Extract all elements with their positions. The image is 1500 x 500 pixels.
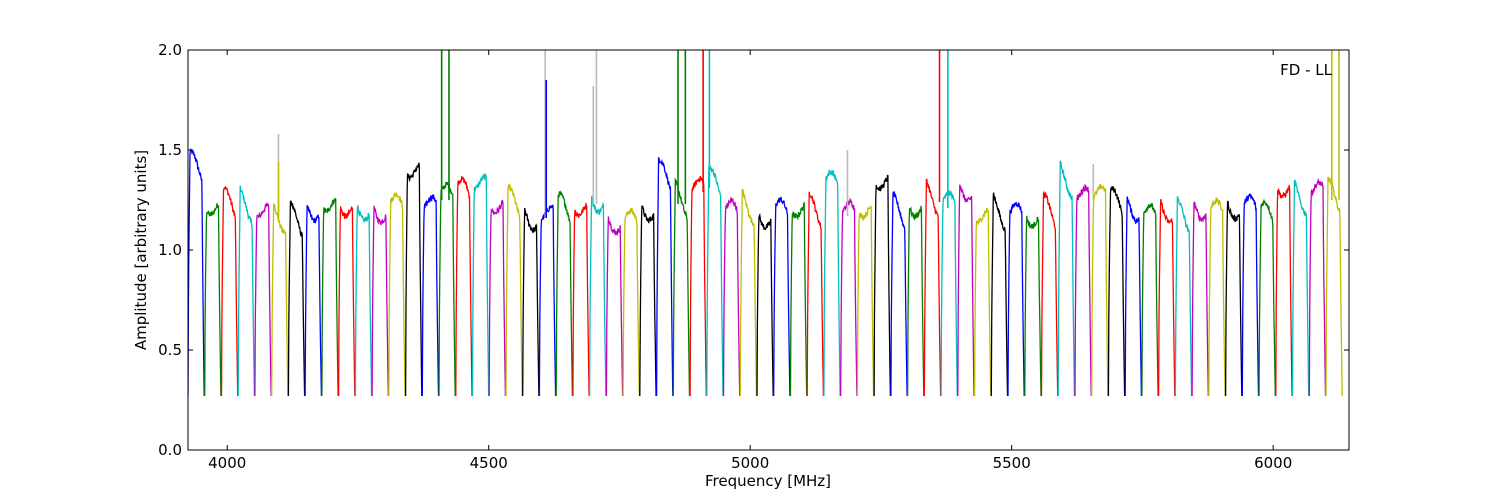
- channel-line: [1157, 198, 1176, 397]
- chart-annotation: FD - LL: [1280, 61, 1332, 79]
- x-tick-label: 6000: [1254, 454, 1292, 472]
- y-tick-label: 1.5: [158, 141, 182, 159]
- channel-line: [1074, 183, 1092, 397]
- channel-line: [1308, 177, 1327, 397]
- channel-line: [1107, 186, 1126, 397]
- channel-line: [1275, 184, 1293, 397]
- channel-line: [1174, 196, 1193, 397]
- y-tick-label: 1.0: [158, 241, 182, 259]
- channel-line: [538, 204, 557, 397]
- channel-line: [823, 169, 841, 397]
- channel-line: [237, 185, 256, 397]
- channel-line: [906, 205, 925, 397]
- channel-line: [1325, 176, 1343, 397]
- channel-line: [1057, 160, 1076, 397]
- channel-line: [505, 183, 523, 397]
- channel-line: [1258, 198, 1276, 397]
- channel-line: [756, 212, 774, 397]
- channel-line: [555, 190, 574, 397]
- channel-line: [973, 207, 992, 397]
- ticks-layer: 4000 4500 5000 5500 6000 0.0 0.5 1.0 1.5 2.0: [158, 41, 1349, 472]
- channel-line: [655, 157, 674, 397]
- channel-line: [1224, 200, 1243, 397]
- x-tick-label: 5000: [731, 454, 769, 472]
- channel-line: [371, 205, 389, 397]
- y-tick-label: 0.0: [158, 441, 182, 459]
- channel-line: [639, 205, 657, 397]
- channel-line: [957, 184, 975, 397]
- x-tick-label: 4500: [470, 454, 508, 472]
- channel-line: [923, 178, 942, 397]
- channel-line: [940, 189, 958, 397]
- channel-line: [388, 191, 406, 397]
- channel-line: [622, 208, 640, 397]
- channel-line: [1124, 196, 1143, 397]
- channel-line: [873, 174, 892, 397]
- channel-line: [672, 177, 691, 397]
- channel-line: [522, 207, 540, 397]
- channel-line: [840, 197, 858, 397]
- channel-line: [254, 202, 272, 397]
- channel-line: [337, 205, 356, 397]
- channel-line: [773, 196, 791, 397]
- channel-line: [789, 201, 808, 397]
- channel-line: [455, 176, 473, 397]
- x-axis-label: Frequency [MHz]: [705, 472, 831, 490]
- channel-line: [354, 205, 373, 397]
- channel-line: [890, 190, 908, 397]
- channel-line: [588, 196, 607, 397]
- channel-line: [304, 205, 323, 397]
- y-axis-label: Amplitude [arbitrary units]: [132, 150, 150, 350]
- channel-line: [404, 162, 423, 397]
- channel-line: [471, 172, 490, 397]
- x-tick-label: 5500: [993, 454, 1031, 472]
- channel-line: [321, 197, 339, 397]
- channel-line: [1291, 179, 1310, 397]
- x-tick-label: 4000: [208, 454, 246, 472]
- y-tick-label: 2.0: [158, 41, 182, 59]
- channel-line: [287, 200, 306, 397]
- channel-line: [1241, 193, 1260, 397]
- channel-line: [1141, 202, 1159, 397]
- channel-line: [271, 203, 289, 397]
- channel-line: [806, 191, 825, 397]
- channel-line: [722, 196, 741, 397]
- channel-line: [1208, 197, 1226, 397]
- channel-line: [1024, 215, 1042, 397]
- channel-line: [572, 202, 590, 397]
- channel-line: [1007, 201, 1025, 397]
- channel-line: [1040, 190, 1059, 397]
- channel-line: [739, 188, 758, 397]
- channel-line: [220, 186, 239, 397]
- y-tick-label: 0.5: [158, 341, 182, 359]
- channel-line: [990, 192, 1009, 397]
- channel-line: [488, 199, 507, 397]
- series-layer: [188, 50, 1343, 397]
- channel-line: [605, 216, 624, 397]
- channel-line: [856, 205, 875, 397]
- channel-line: [1091, 183, 1109, 397]
- channel-line: [421, 194, 440, 397]
- channel-line: [1191, 201, 1209, 397]
- channel-line: [204, 203, 222, 397]
